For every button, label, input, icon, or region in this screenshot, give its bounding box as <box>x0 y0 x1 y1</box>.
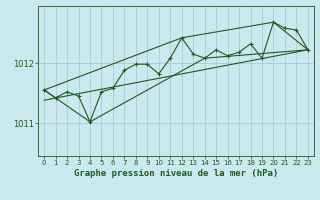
X-axis label: Graphe pression niveau de la mer (hPa): Graphe pression niveau de la mer (hPa) <box>74 169 278 178</box>
